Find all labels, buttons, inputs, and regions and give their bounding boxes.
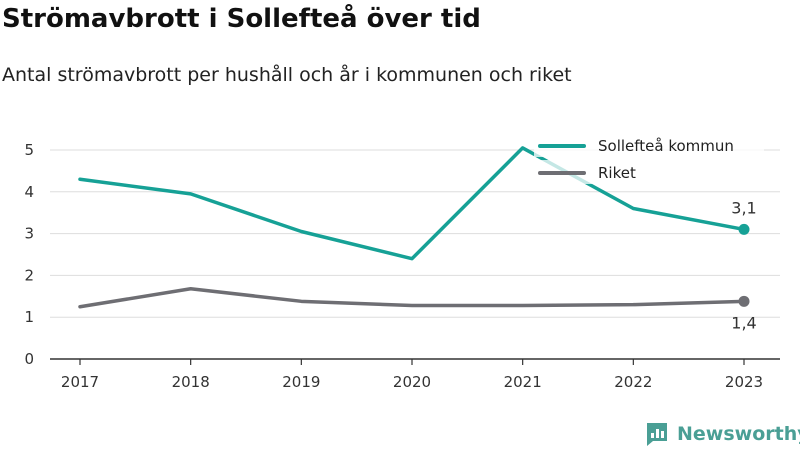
x-axis-ticks: 2017 2018 2019 2020 2021 2022 2023	[61, 359, 763, 391]
y-axis-ticks: 0 1 2 3 4 5	[24, 141, 34, 368]
newsworthy-brand: Newsworthy	[645, 420, 800, 448]
chart-subtitle: Antal strömavbrott per hushåll och år i …	[2, 64, 572, 86]
x-tick-label: 2020	[393, 373, 431, 391]
y-tick-label: 1	[24, 308, 34, 326]
newsworthy-logo-icon	[647, 423, 667, 446]
x-tick-label: 2019	[282, 373, 320, 391]
y-tick-label: 5	[24, 141, 34, 159]
end-labels: 3,1 1,4	[731, 198, 756, 332]
y-tick-label: 4	[24, 183, 34, 201]
end-marker-riket	[738, 295, 750, 307]
x-tick-label: 2018	[172, 373, 210, 391]
chart-title: Strömavbrott i Sollefteå över tid	[2, 4, 481, 34]
y-tick-label: 3	[24, 225, 34, 243]
series-lines	[78, 146, 746, 309]
legend-label-riket: Riket	[598, 164, 636, 182]
gridlines	[50, 149, 780, 360]
y-tick-label: 0	[24, 350, 34, 368]
y-tick-label: 2	[24, 266, 34, 284]
legend: Sollefteå kommun Riket	[534, 133, 764, 184]
series-line-riket	[78, 287, 746, 309]
end-marker-kommun	[738, 223, 750, 235]
series-line-kommun	[78, 146, 746, 261]
legend-label-kommun: Sollefteå kommun	[598, 137, 734, 155]
x-tick-label: 2021	[504, 373, 542, 391]
x-tick-label: 2022	[614, 373, 652, 391]
end-label-riket: 1,4	[731, 313, 756, 332]
end-label-kommun: 3,1	[731, 198, 756, 217]
x-tick-label: 2017	[61, 373, 99, 391]
brand-name: Newsworthy	[677, 423, 800, 445]
x-tick-label: 2023	[725, 373, 763, 391]
